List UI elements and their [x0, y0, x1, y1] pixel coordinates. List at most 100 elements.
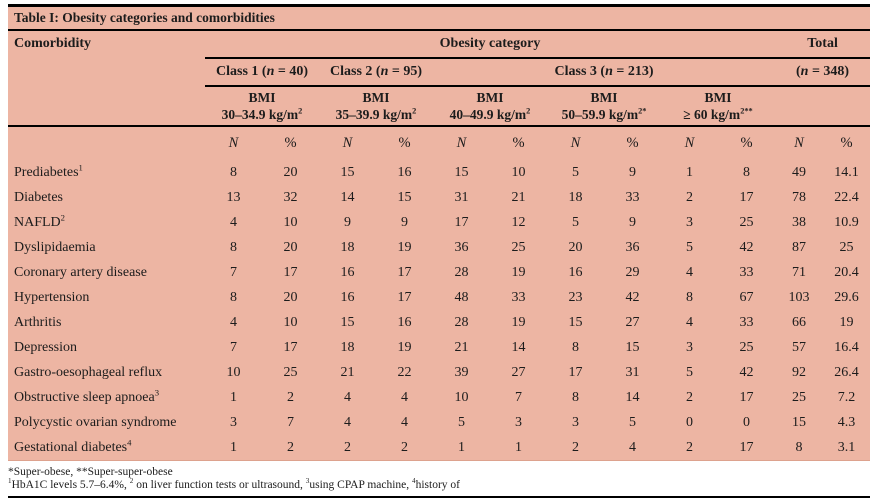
value-n: 31: [454, 189, 469, 205]
value-pct: 32: [283, 189, 298, 205]
value-pct: 0: [743, 414, 750, 430]
value-pct: 9: [629, 214, 636, 230]
value-pct: 17: [283, 339, 298, 355]
value-pct: 33: [511, 289, 526, 305]
value-n: 16: [340, 264, 355, 280]
value-n: 3: [686, 339, 693, 355]
bmi-superscript: 2*: [638, 106, 647, 116]
comorbidity-label: Diabetes: [14, 189, 63, 205]
subheader-pct-1: %: [284, 135, 297, 151]
value-pct: 4.3: [837, 414, 856, 430]
value-n: 18: [568, 189, 583, 205]
value-n: 2: [661, 435, 718, 461]
comorbidity-label: Arthritis: [14, 314, 62, 330]
value-n: 18: [340, 339, 355, 355]
value-pct: 20: [283, 289, 298, 305]
obesity-category-header: Obesity category: [205, 30, 775, 59]
value-pct: 16: [397, 314, 412, 330]
value-pct: 36: [625, 239, 640, 255]
value-n: 14: [340, 189, 355, 205]
value-pct: 3: [515, 414, 522, 430]
value-pct: 17: [718, 435, 775, 461]
value-pct: 15: [625, 339, 640, 355]
value-n: 15: [792, 414, 806, 430]
footnote-superscript: 4: [412, 477, 416, 486]
value-pct: 19: [397, 339, 412, 355]
value-n: 15: [568, 314, 583, 330]
value-n: 15: [454, 164, 469, 180]
value-n: 15: [340, 314, 355, 330]
value-n: 8: [572, 389, 579, 405]
value-pct: 7: [515, 389, 522, 405]
bmi-header-2: BMI 35–39.9 kg/m2: [319, 86, 433, 127]
value-n: 5: [458, 414, 465, 430]
footnote-line-2: 1HbA1C levels 5.7–6.4%, 2 on liver funct…: [8, 477, 460, 491]
value-pct: 8: [743, 164, 750, 180]
value-n: 3: [686, 214, 693, 230]
table-title-row: Table I: Obesity categories and comorbid…: [8, 5, 871, 31]
table-row: Dyslipidaemia 8 20 18 19 36 25 20 36 5 42 87 25: [8, 235, 870, 260]
value-n: 5: [572, 214, 579, 230]
value-n: 92: [792, 364, 806, 380]
label-superscript: 1: [78, 161, 83, 172]
header-row-classes: Class 1 (n = 40) Class 2 (n = 95) Class 3 …: [8, 58, 871, 87]
value-pct: 42: [739, 239, 754, 255]
value-pct: 25: [739, 339, 754, 355]
italic-n: n: [800, 64, 809, 79]
value-pct: 20: [283, 164, 298, 180]
table-row: Polycystic ovarian syndrome 3 7 4 4 5 3 3 5 0 0 15 4…: [8, 410, 870, 435]
value-pct: 17: [739, 189, 754, 205]
bmi-header-4: BMI 50–59.9 kg/m2*: [547, 86, 661, 127]
value-pct: 10.9: [834, 214, 859, 230]
bmi-range: 50–59.9 kg/m2*: [561, 106, 647, 122]
header-row-bmi: BMI 30–34.9 kg/m2 BMI 35–39.9 kg/m2 BMI 40–49…: [8, 86, 871, 127]
value-n: 8: [230, 164, 237, 180]
italic-n: n: [266, 64, 275, 79]
value-n: 1: [230, 389, 237, 405]
value-n: 2: [319, 435, 376, 461]
value-n: 7: [230, 264, 237, 280]
table-row: Arthritis 4 10 15 16 28 19 15 27 4 33 66 19: [8, 310, 870, 335]
comorbidity-column-header: Comorbidity: [8, 30, 205, 127]
comorbidity-label: Coronary artery disease: [14, 264, 147, 280]
table-row: Obstructive sleep apnoea3 1 2 4 4 10 7 8 14 2 17 25…: [8, 385, 870, 410]
value-pct: 20: [283, 239, 298, 255]
bmi-header-1: BMI 30–34.9 kg/m2: [205, 86, 319, 127]
value-n: 2: [686, 189, 693, 205]
value-n: 4: [686, 314, 693, 330]
value-n: 8: [230, 289, 237, 305]
value-pct: 4: [401, 414, 408, 430]
value-pct: 2: [287, 389, 294, 405]
value-n: 48: [454, 289, 469, 305]
header-row-n-pct: N% N% N% N% N% N%: [8, 126, 870, 160]
table-title: Table I: Obesity categories and comorbid…: [8, 5, 871, 31]
comorbidity-label: Gastro-oesophageal reflux: [14, 364, 163, 380]
comorbidity-label: Obstructive sleep apnoea3: [14, 386, 160, 405]
value-n: 87: [792, 239, 806, 255]
value-n: 57: [792, 339, 806, 355]
value-n: 39: [454, 364, 469, 380]
bmi-header-total-empty: [775, 86, 871, 127]
value-pct: 10: [283, 314, 298, 330]
class-header-2: Class 2 (n = 95): [319, 58, 433, 87]
subheader-pct-3: %: [512, 135, 525, 151]
value-n: 4: [344, 389, 351, 405]
value-pct: 42: [625, 289, 640, 305]
value-n: 0: [686, 414, 693, 430]
italic-n: n: [380, 64, 389, 79]
value-pct: 17: [397, 289, 412, 305]
value-n: 28: [454, 314, 469, 330]
value-n: 66: [792, 314, 806, 330]
value-n: 36: [454, 239, 469, 255]
value-n: 103: [788, 289, 810, 305]
value-pct: 67: [739, 289, 754, 305]
value-n: 2: [686, 389, 693, 405]
value-pct: 26.4: [834, 364, 859, 380]
value-n: 49: [792, 164, 806, 180]
value-n: 25: [792, 389, 806, 405]
value-pct: 22: [397, 364, 412, 380]
value-pct: 25: [839, 239, 854, 255]
value-pct: 25: [511, 239, 526, 255]
value-pct: 31: [625, 364, 640, 380]
value-n: 38: [792, 214, 806, 230]
